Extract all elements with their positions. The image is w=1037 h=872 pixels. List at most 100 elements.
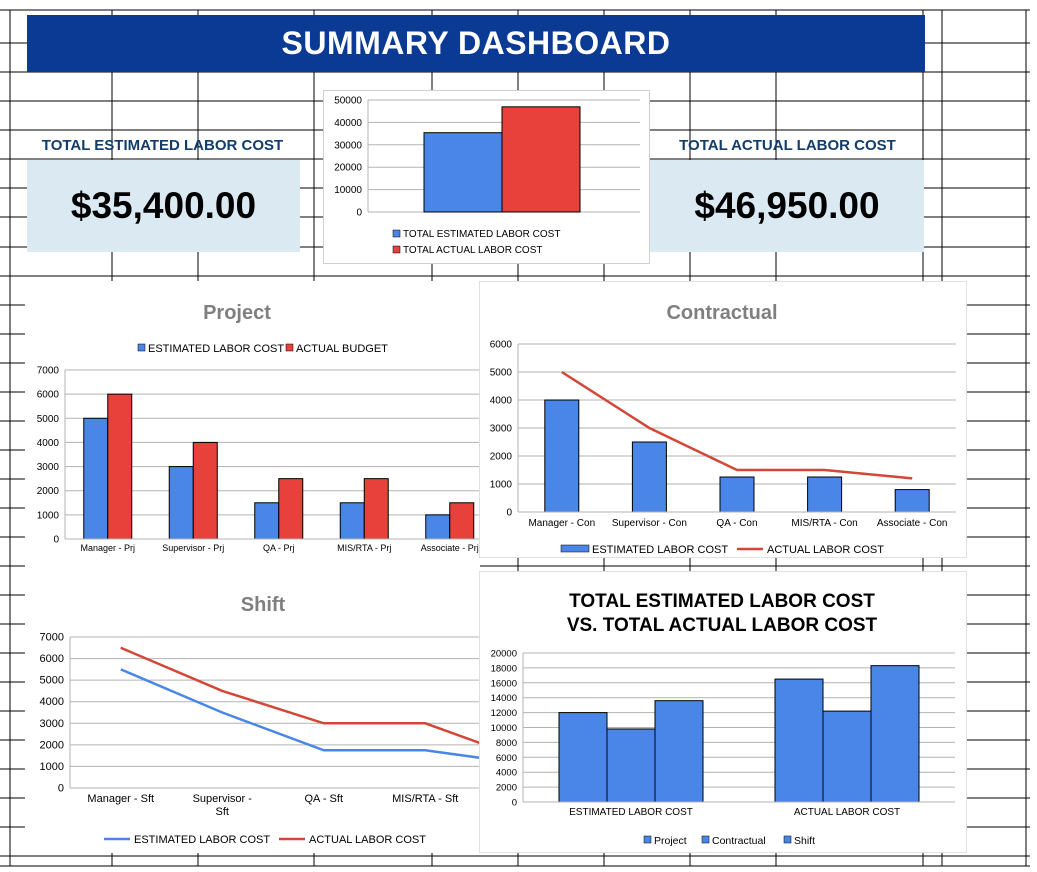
x-tick-label: QA - Con xyxy=(716,518,757,529)
x-tick-label: Associate - Prj xyxy=(421,543,479,553)
legend-swatch xyxy=(701,835,710,844)
legend-label: ESTIMATED LABOR COST xyxy=(148,343,284,355)
kpi-estimated-label: TOTAL ESTIMATED LABOR COST xyxy=(41,137,284,154)
kpi-estimated-value: $35,400.00 xyxy=(27,160,300,252)
y-tick-label: 2000 xyxy=(496,783,517,794)
y-tick-label: 10000 xyxy=(491,723,517,734)
bar-shift xyxy=(654,700,704,803)
y-tick-label: 7000 xyxy=(40,632,64,644)
legend-label: ACTUAL LABOR COST xyxy=(309,834,426,846)
project-chart: Project ESTIMATED LABOR COST ACTUAL BUDGET… xyxy=(37,302,495,553)
chart-title: Shift xyxy=(241,594,286,616)
legend-swatch xyxy=(137,343,146,352)
x-tick-label: Manager - Prj xyxy=(80,543,135,553)
kpi-actual-value: $46,950.00 xyxy=(650,160,924,252)
kpi-actual-label: TOTAL ACTUAL LABOR COST xyxy=(679,137,896,154)
bar-estimated xyxy=(544,399,580,513)
y-tick-label: 1000 xyxy=(40,761,64,773)
legend-swatch xyxy=(392,245,401,254)
x-tick-label: MIS/RTA - Prj xyxy=(337,543,391,553)
x-tick-label: Supervisor -Sft xyxy=(193,793,253,818)
y-tick-label: 5000 xyxy=(37,414,60,425)
bar-estimated xyxy=(339,502,365,540)
bar-estimated xyxy=(168,466,194,540)
bar-shift xyxy=(870,665,920,803)
x-tick-label: Associate - Con xyxy=(877,518,948,529)
legend-label: Project xyxy=(654,835,687,847)
y-tick-label: 2000 xyxy=(40,739,64,751)
y-tick-label: 3000 xyxy=(40,718,64,730)
y-tick-label: 6000 xyxy=(496,753,517,764)
legend-swatch xyxy=(783,835,792,844)
shift-chart-panel: Shift 0 1000 2000 3000 4000 5000 6000 7000 Manage… xyxy=(25,571,563,853)
bar-project xyxy=(774,678,824,803)
totals-chart: 0 10000 20000 30000 40000 50000 TOTAL ESTIMATE… xyxy=(323,90,650,264)
x-tick-label: Manager - Sft xyxy=(87,793,154,805)
x-tick-label: Manager - Con xyxy=(528,518,595,529)
line-actual xyxy=(561,370,913,480)
y-tick-label: 20000 xyxy=(491,649,517,660)
y-tick-label: 0 xyxy=(58,783,64,795)
y-tick-label: 0 xyxy=(506,508,512,519)
y-tick-label: 18000 xyxy=(491,663,517,674)
legend-label: ACTUAL LABOR COST xyxy=(767,544,884,556)
y-tick-label: 2000 xyxy=(37,486,60,497)
dashboard-title: SUMMARY DASHBOARD xyxy=(27,15,925,72)
bar-estimated xyxy=(631,441,667,513)
bar-actual xyxy=(449,502,475,540)
y-tick-label: 40000 xyxy=(334,118,362,129)
legend-swatch xyxy=(392,229,401,238)
bar-estimated xyxy=(807,476,843,513)
shift-chart: Shift 0 1000 2000 3000 4000 5000 6000 7000 Manage… xyxy=(40,594,563,846)
legend-label: Contractual xyxy=(712,835,766,847)
totals-chart-panel: 0 10000 20000 30000 40000 50000 TOTAL ESTIMATE… xyxy=(323,90,650,264)
legend-label: ESTIMATED LABOR COST xyxy=(134,834,270,846)
x-tick-label: ACTUAL LABOR COST xyxy=(794,807,900,818)
y-tick-label: 20000 xyxy=(334,163,362,174)
bar-contractual xyxy=(606,728,656,803)
legend-label: TOTAL ESTIMATED LABOR COST xyxy=(403,229,560,240)
y-tick-label: 8000 xyxy=(496,738,517,749)
y-tick-label: 2000 xyxy=(490,452,513,463)
chart-title: VS. TOTAL ACTUAL LABOR COST xyxy=(567,615,878,636)
y-tick-label: 7000 xyxy=(37,366,60,377)
x-tick-label: QA - Prj xyxy=(263,543,295,553)
legend-swatch xyxy=(560,544,590,553)
y-tick-label: 4000 xyxy=(490,396,513,407)
bar-estimated xyxy=(254,502,280,540)
legend-swatch xyxy=(643,835,652,844)
y-tick-label: 5000 xyxy=(490,368,513,379)
y-tick-label: 16000 xyxy=(491,678,517,689)
x-tick-label: Supervisor - Prj xyxy=(162,543,224,553)
y-tick-label: 6000 xyxy=(490,340,513,351)
x-tick-label: Supervisor - Con xyxy=(612,518,687,529)
y-tick-label: 4000 xyxy=(37,438,60,449)
y-tick-label: 0 xyxy=(512,798,517,809)
bar-estimated xyxy=(425,514,451,540)
bar-actual xyxy=(192,441,218,540)
legend-label: Shift xyxy=(794,835,815,847)
legend-label: ESTIMATED LABOR COST xyxy=(592,544,728,556)
project-chart-panel: Project ESTIMATED LABOR COST ACTUAL BUDGET… xyxy=(25,281,495,571)
bar-actual xyxy=(278,478,304,540)
y-tick-label: 12000 xyxy=(491,708,517,719)
x-tick-label: MIS/RTA - Con xyxy=(791,518,857,529)
bar-estimated xyxy=(894,489,930,513)
y-tick-label: 10000 xyxy=(334,185,362,196)
bar-actual xyxy=(107,393,133,540)
bar-estimated xyxy=(719,476,755,513)
y-tick-label: 0 xyxy=(356,208,362,219)
y-tick-label: 6000 xyxy=(37,390,60,401)
y-tick-label: 0 xyxy=(53,535,59,546)
y-tick-label: 3000 xyxy=(37,462,60,473)
line-estimated xyxy=(120,668,527,766)
bar-project xyxy=(558,712,608,803)
x-tick-label: QA - Sft xyxy=(304,793,343,805)
y-tick-label: 5000 xyxy=(40,675,64,687)
legend-label: TOTAL ACTUAL LABOR COST xyxy=(403,245,542,256)
bar-contractual xyxy=(822,710,872,803)
y-tick-label: 4000 xyxy=(40,696,64,708)
x-tick-label: ESTIMATED LABOR COST xyxy=(569,807,693,818)
y-tick-label: 1000 xyxy=(490,480,513,491)
y-tick-label: 4000 xyxy=(496,768,517,779)
